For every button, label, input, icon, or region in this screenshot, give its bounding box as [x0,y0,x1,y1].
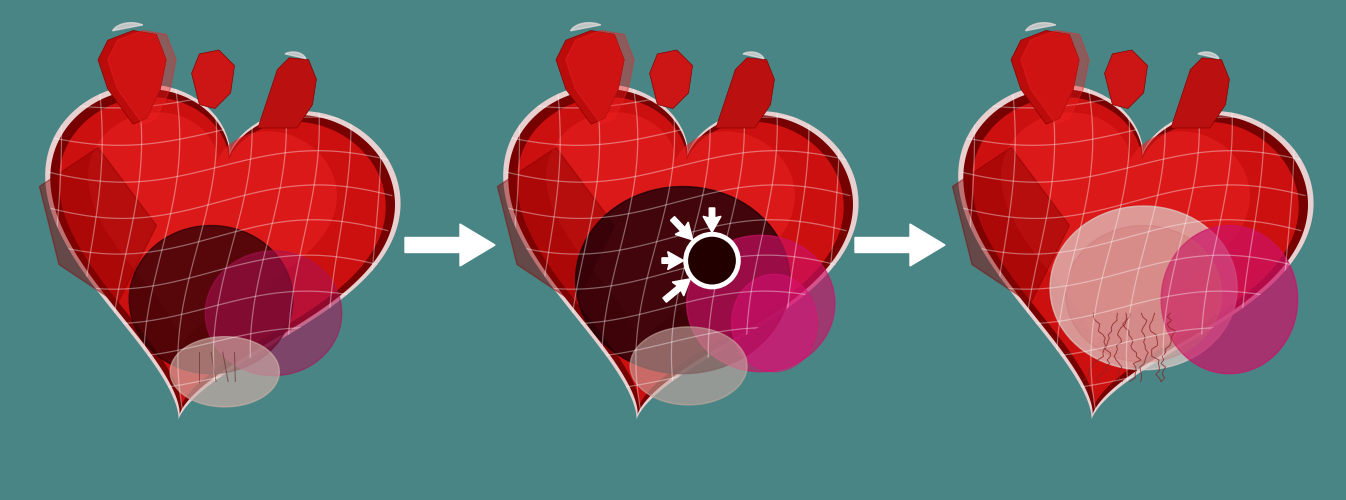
FancyArrow shape [662,252,684,270]
Polygon shape [129,226,293,374]
Polygon shape [1050,206,1237,370]
Polygon shape [39,148,156,304]
Polygon shape [46,84,401,420]
Polygon shape [565,30,634,124]
Polygon shape [1001,112,1250,348]
Polygon shape [546,112,795,348]
Polygon shape [1011,30,1079,124]
Polygon shape [113,22,143,31]
Polygon shape [650,50,692,108]
Polygon shape [503,84,859,420]
Polygon shape [1198,52,1219,59]
Polygon shape [1105,50,1148,108]
Polygon shape [509,89,853,414]
Polygon shape [571,22,600,31]
Polygon shape [285,52,306,59]
Polygon shape [206,251,342,376]
Polygon shape [1020,30,1089,124]
Polygon shape [258,58,316,128]
Polygon shape [170,336,280,407]
Polygon shape [743,52,765,59]
Polygon shape [972,97,1299,406]
Circle shape [685,234,739,287]
FancyArrow shape [405,224,495,266]
Polygon shape [958,84,1314,420]
Polygon shape [1066,226,1222,362]
Polygon shape [87,112,336,348]
FancyArrow shape [662,279,690,302]
Polygon shape [576,186,790,374]
Polygon shape [517,97,844,406]
Polygon shape [556,30,625,124]
Polygon shape [630,327,747,405]
Polygon shape [1026,22,1055,31]
FancyArrow shape [855,224,945,266]
Polygon shape [731,274,817,372]
Polygon shape [50,89,394,414]
Polygon shape [108,30,176,124]
Polygon shape [1162,226,1298,374]
Polygon shape [498,148,615,304]
Polygon shape [964,89,1308,414]
FancyArrow shape [703,208,721,233]
Polygon shape [191,50,234,108]
Polygon shape [59,97,386,406]
FancyArrow shape [670,216,693,240]
Polygon shape [1171,58,1229,128]
Polygon shape [686,236,835,372]
Polygon shape [716,58,774,128]
Polygon shape [98,30,167,124]
Polygon shape [953,148,1070,304]
